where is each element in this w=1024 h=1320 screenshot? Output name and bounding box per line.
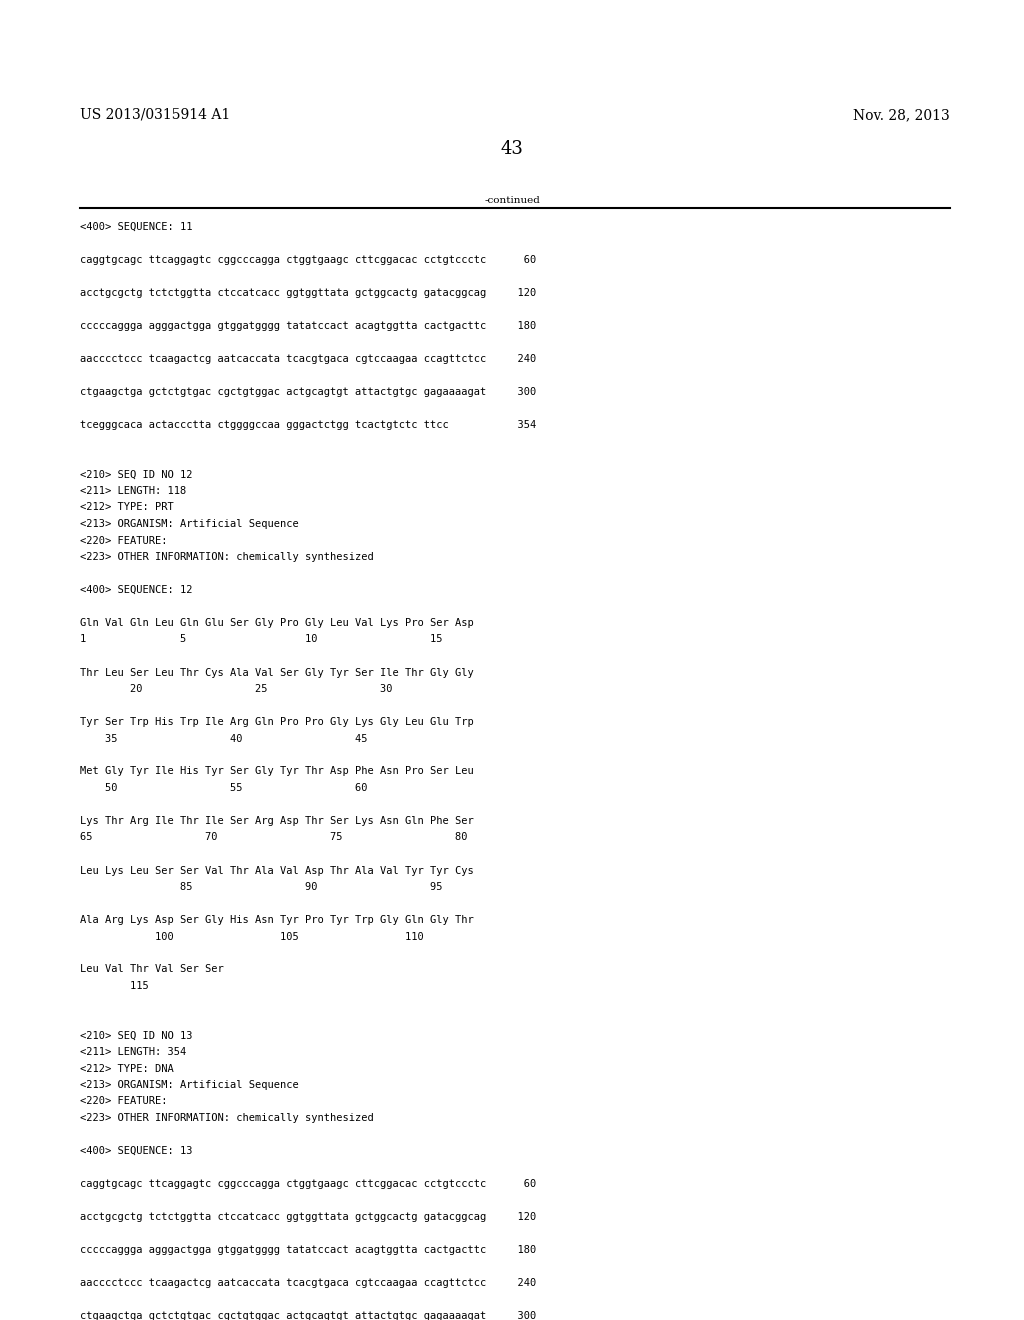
Text: Gln Val Gln Leu Gln Glu Ser Gly Pro Gly Leu Val Lys Pro Ser Asp: Gln Val Gln Leu Gln Glu Ser Gly Pro Gly … <box>80 618 474 628</box>
Text: <220> FEATURE:: <220> FEATURE: <box>80 536 168 545</box>
Text: <400> SEQUENCE: 11: <400> SEQUENCE: 11 <box>80 222 193 232</box>
Text: <223> OTHER INFORMATION: chemically synthesized: <223> OTHER INFORMATION: chemically synt… <box>80 552 374 562</box>
Text: <213> ORGANISM: Artificial Sequence: <213> ORGANISM: Artificial Sequence <box>80 519 299 529</box>
Text: Nov. 28, 2013: Nov. 28, 2013 <box>853 108 950 121</box>
Text: Met Gly Tyr Ile His Tyr Ser Gly Tyr Thr Asp Phe Asn Pro Ser Leu: Met Gly Tyr Ile His Tyr Ser Gly Tyr Thr … <box>80 767 474 776</box>
Text: <211> LENGTH: 354: <211> LENGTH: 354 <box>80 1047 186 1057</box>
Text: 20                  25                  30: 20 25 30 <box>80 684 392 694</box>
Text: Leu Val Thr Val Ser Ser: Leu Val Thr Val Ser Ser <box>80 965 224 974</box>
Text: cccccaggga agggactgga gtggatgggg tatatccact acagtggtta cactgacttc     180: cccccaggga agggactgga gtggatgggg tatatcc… <box>80 1245 537 1255</box>
Text: <400> SEQUENCE: 13: <400> SEQUENCE: 13 <box>80 1146 193 1156</box>
Text: 85                  90                  95: 85 90 95 <box>80 882 442 892</box>
Text: US 2013/0315914 A1: US 2013/0315914 A1 <box>80 108 230 121</box>
Text: <212> TYPE: PRT: <212> TYPE: PRT <box>80 503 174 512</box>
Text: <213> ORGANISM: Artificial Sequence: <213> ORGANISM: Artificial Sequence <box>80 1080 299 1090</box>
Text: 50                  55                  60: 50 55 60 <box>80 783 368 793</box>
Text: 35                  40                  45: 35 40 45 <box>80 734 368 743</box>
Text: 43: 43 <box>501 140 523 158</box>
Text: aacccctccc tcaagactcg aatcaccata tcacgtgaca cgtccaagaa ccagttctcc     240: aacccctccc tcaagactcg aatcaccata tcacgtg… <box>80 354 537 364</box>
Text: -continued: -continued <box>484 195 540 205</box>
Text: 65                  70                  75                  80: 65 70 75 80 <box>80 833 468 842</box>
Text: <220> FEATURE:: <220> FEATURE: <box>80 1097 168 1106</box>
Text: caggtgcagc ttcaggagtc cggcccagga ctggtgaagc cttcggacac cctgtccctc      60: caggtgcagc ttcaggagtc cggcccagga ctggtga… <box>80 255 537 265</box>
Text: acctgcgctg tctctggtta ctccatcacc ggtggttata gctggcactg gatacggcag     120: acctgcgctg tctctggtta ctccatcacc ggtggtt… <box>80 1212 537 1222</box>
Text: tcegggcaca actaccctta ctggggccaa gggactctgg tcactgtctc ttcc           354: tcegggcaca actaccctta ctggggccaa gggactc… <box>80 420 537 430</box>
Text: <400> SEQUENCE: 12: <400> SEQUENCE: 12 <box>80 585 193 595</box>
Text: Tyr Ser Trp His Trp Ile Arg Gln Pro Pro Gly Lys Gly Leu Glu Trp: Tyr Ser Trp His Trp Ile Arg Gln Pro Pro … <box>80 717 474 727</box>
Text: acctgcgctg tctctggtta ctccatcacc ggtggttata gctggcactg gatacggcag     120: acctgcgctg tctctggtta ctccatcacc ggtggtt… <box>80 288 537 298</box>
Text: 100                 105                 110: 100 105 110 <box>80 932 424 941</box>
Text: <210> SEQ ID NO 12: <210> SEQ ID NO 12 <box>80 470 193 479</box>
Text: <211> LENGTH: 118: <211> LENGTH: 118 <box>80 486 186 496</box>
Text: ctgaagctga gctctgtgac cgctgtggac actgcagtgt attactgtgc gagaaaagat     300: ctgaagctga gctctgtgac cgctgtggac actgcag… <box>80 1311 537 1320</box>
Text: caggtgcagc ttcaggagtc cggcccagga ctggtgaagc cttcggacac cctgtccctc      60: caggtgcagc ttcaggagtc cggcccagga ctggtga… <box>80 1179 537 1189</box>
Text: Ala Arg Lys Asp Ser Gly His Asn Tyr Pro Tyr Trp Gly Gln Gly Thr: Ala Arg Lys Asp Ser Gly His Asn Tyr Pro … <box>80 915 474 925</box>
Text: <212> TYPE: DNA: <212> TYPE: DNA <box>80 1064 174 1073</box>
Text: <210> SEQ ID NO 13: <210> SEQ ID NO 13 <box>80 1031 193 1040</box>
Text: Leu Lys Leu Ser Ser Val Thr Ala Val Asp Thr Ala Val Tyr Tyr Cys: Leu Lys Leu Ser Ser Val Thr Ala Val Asp … <box>80 866 474 875</box>
Text: 1               5                   10                  15: 1 5 10 15 <box>80 635 442 644</box>
Text: 115: 115 <box>80 981 148 991</box>
Text: Lys Thr Arg Ile Thr Ile Ser Arg Asp Thr Ser Lys Asn Gln Phe Ser: Lys Thr Arg Ile Thr Ile Ser Arg Asp Thr … <box>80 816 474 826</box>
Text: ctgaagctga gctctgtgac cgctgtggac actgcagtgt attactgtgc gagaaaagat     300: ctgaagctga gctctgtgac cgctgtggac actgcag… <box>80 387 537 397</box>
Text: Thr Leu Ser Leu Thr Cys Ala Val Ser Gly Tyr Ser Ile Thr Gly Gly: Thr Leu Ser Leu Thr Cys Ala Val Ser Gly … <box>80 668 474 677</box>
Text: aacccctccc tcaagactcg aatcaccata tcacgtgaca cgtccaagaa ccagttctcc     240: aacccctccc tcaagactcg aatcaccata tcacgtg… <box>80 1278 537 1288</box>
Text: <223> OTHER INFORMATION: chemically synthesized: <223> OTHER INFORMATION: chemically synt… <box>80 1113 374 1123</box>
Text: cccccaggga agggactgga gtggatgggg tatatccact acagtggtta cactgacttc     180: cccccaggga agggactgga gtggatgggg tatatcc… <box>80 321 537 331</box>
